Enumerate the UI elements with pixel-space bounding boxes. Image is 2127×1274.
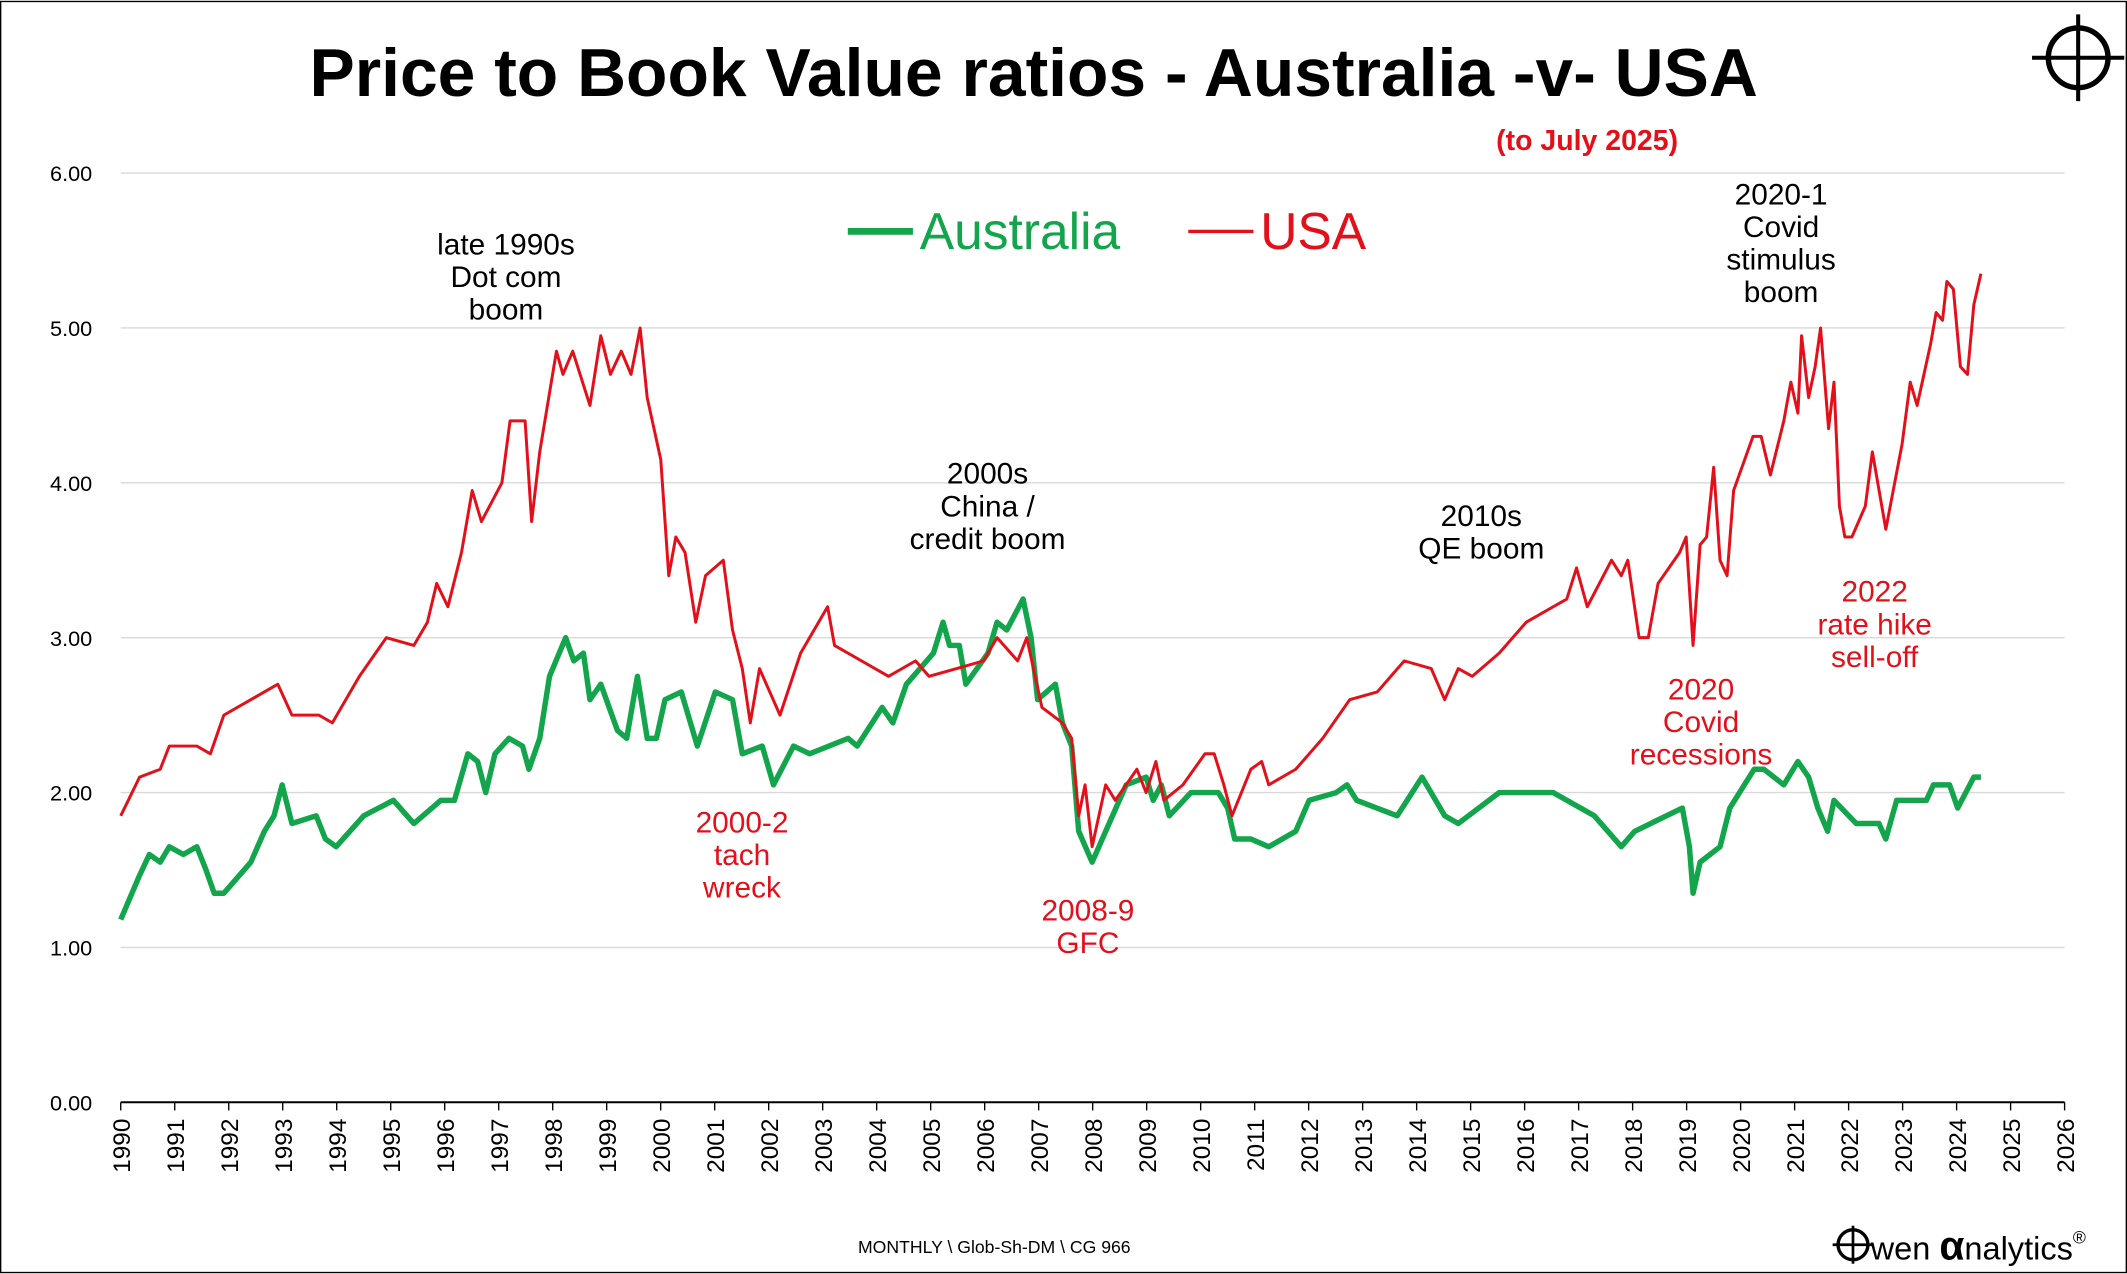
x-tick-label: 1990 — [109, 1119, 136, 1173]
annotation-line: 2020-1 — [1735, 178, 1828, 211]
annotation: 2020-1 Covid stimulus boom — [1726, 178, 1835, 309]
x-tick-label: 1991 — [163, 1119, 190, 1173]
annotation-line: 2022 — [1842, 576, 1908, 609]
x-tick-label: 2005 — [919, 1119, 946, 1173]
legend-item: Australia — [847, 202, 1121, 260]
x-tick-label: 2007 — [1027, 1119, 1054, 1173]
x-tick-label: 2022 — [1837, 1119, 1864, 1173]
x-tick-label: 2014 — [1405, 1119, 1432, 1173]
x-tick-label: 2023 — [1891, 1119, 1918, 1173]
annotation-line: Covid — [1743, 211, 1819, 244]
y-tick-label: 2.00 — [50, 781, 92, 806]
annotation-line: Dot com — [450, 261, 561, 294]
y-tick-label: 5.00 — [50, 316, 92, 341]
footnote: MONTHLY \ Glob-Sh-DM \ CG 966 — [858, 1237, 1131, 1257]
annotation: 2020 Covid recessions — [1630, 673, 1773, 771]
x-tick-label: 2026 — [2053, 1119, 2080, 1173]
x-tick-label: 1999 — [595, 1119, 622, 1173]
annotation-line: wreck — [702, 871, 781, 904]
annotation-line: rate hike — [1817, 608, 1931, 641]
x-tick-label: 2010 — [1189, 1119, 1216, 1173]
legend-item: USA — [1188, 202, 1367, 260]
x-tick-label: 2004 — [865, 1119, 892, 1173]
x-tick-label: 2006 — [973, 1119, 1000, 1173]
annotation-line: boom — [1744, 276, 1819, 309]
annotation-line: late 1990s — [437, 228, 575, 261]
x-tick-label: 1993 — [271, 1119, 298, 1173]
chart-subtitle: (to July 2025) — [1496, 125, 1678, 157]
legend-label: Australia — [920, 202, 1121, 260]
annotation-line: Covid — [1663, 706, 1739, 739]
y-tick-label: 3.00 — [50, 626, 92, 651]
x-tick-label: 2017 — [1567, 1119, 1594, 1173]
y-tick-label: 6.00 — [50, 161, 92, 186]
annotation: late 1990s Dot com boom — [437, 228, 575, 326]
y-tick-label: 4.00 — [50, 471, 92, 496]
y-tick-label: 1.00 — [50, 936, 92, 961]
annotation-line: tach — [714, 839, 770, 872]
brand-part: nalytics — [1964, 1231, 2073, 1267]
x-tick-label: 2016 — [1513, 1119, 1540, 1173]
x-tick-label: 2019 — [1675, 1119, 1702, 1173]
x-tick-label: 1994 — [325, 1119, 352, 1173]
brand-logo: wen αnalytics® — [1832, 1223, 2086, 1269]
x-tick-label: 2003 — [811, 1119, 838, 1173]
x-tick-label: 2008 — [1081, 1119, 1108, 1173]
annotation: 2010s QE boom — [1418, 500, 1544, 566]
x-tick-label: 2002 — [757, 1119, 784, 1173]
x-tick-label: 2025 — [1999, 1119, 2026, 1173]
annotation-line: sell-off — [1831, 641, 1919, 674]
x-tick-label: 2020 — [1729, 1119, 1756, 1173]
legend-label: USA — [1260, 202, 1367, 260]
y-tick-label: 0.00 — [50, 1090, 92, 1115]
x-tick-label: 2001 — [703, 1119, 730, 1173]
x-tick-label: 2021 — [1783, 1119, 1810, 1173]
x-tick-label: 2012 — [1297, 1119, 1324, 1173]
x-tick-label: 2000 — [649, 1119, 676, 1173]
x-tick-label: 1995 — [379, 1119, 406, 1173]
annotation-line: 2020 — [1668, 673, 1734, 706]
annotation-line: QE boom — [1418, 532, 1544, 565]
annotation: 2008-9 GFC — [1041, 895, 1134, 961]
x-tick-label: 1998 — [541, 1119, 568, 1173]
annotation-line: 2010s — [1441, 500, 1522, 533]
annotation-line: GFC — [1056, 927, 1119, 960]
x-tick-label: 2013 — [1351, 1119, 1378, 1173]
x-tick-label: 2024 — [1945, 1119, 1972, 1173]
x-tick-label: 1996 — [433, 1119, 460, 1173]
x-tick-label: 2018 — [1621, 1119, 1648, 1173]
x-tick-label: 2011 — [1243, 1119, 1270, 1171]
chart-title: Price to Book Value ratios - Australia -… — [310, 36, 1758, 111]
brand: wen αnalytics® — [1870, 1223, 2086, 1269]
annotation-line: 2000-2 — [696, 806, 789, 839]
x-tick-label: 1997 — [487, 1119, 514, 1173]
annotation-line: stimulus — [1726, 243, 1835, 276]
annotation: 2022 rate hike sell-off — [1817, 576, 1931, 674]
crosshair-icon — [2032, 14, 2125, 102]
annotation-line: 2008-9 — [1041, 895, 1134, 928]
brand-part: wen — [1870, 1231, 1940, 1267]
x-tick-label: 2015 — [1459, 1119, 1486, 1173]
series-line — [118, 596, 1981, 921]
annotation-line: recessions — [1630, 739, 1773, 772]
annotation-line: 2000s — [947, 458, 1028, 491]
brand-part: ® — [2073, 1227, 2086, 1247]
brand-part: α — [1939, 1223, 1964, 1269]
annotation: 2000-2 tach wreck — [696, 806, 789, 904]
x-tick-label: 1992 — [217, 1119, 244, 1173]
annotation-line: boom — [469, 294, 544, 327]
series-line — [119, 273, 1983, 849]
annotation-line: credit boom — [910, 523, 1066, 556]
annotation: 2000s China / credit boom — [910, 458, 1066, 556]
annotation-line: China / — [940, 490, 1035, 523]
x-tick-label: 2009 — [1135, 1119, 1162, 1173]
